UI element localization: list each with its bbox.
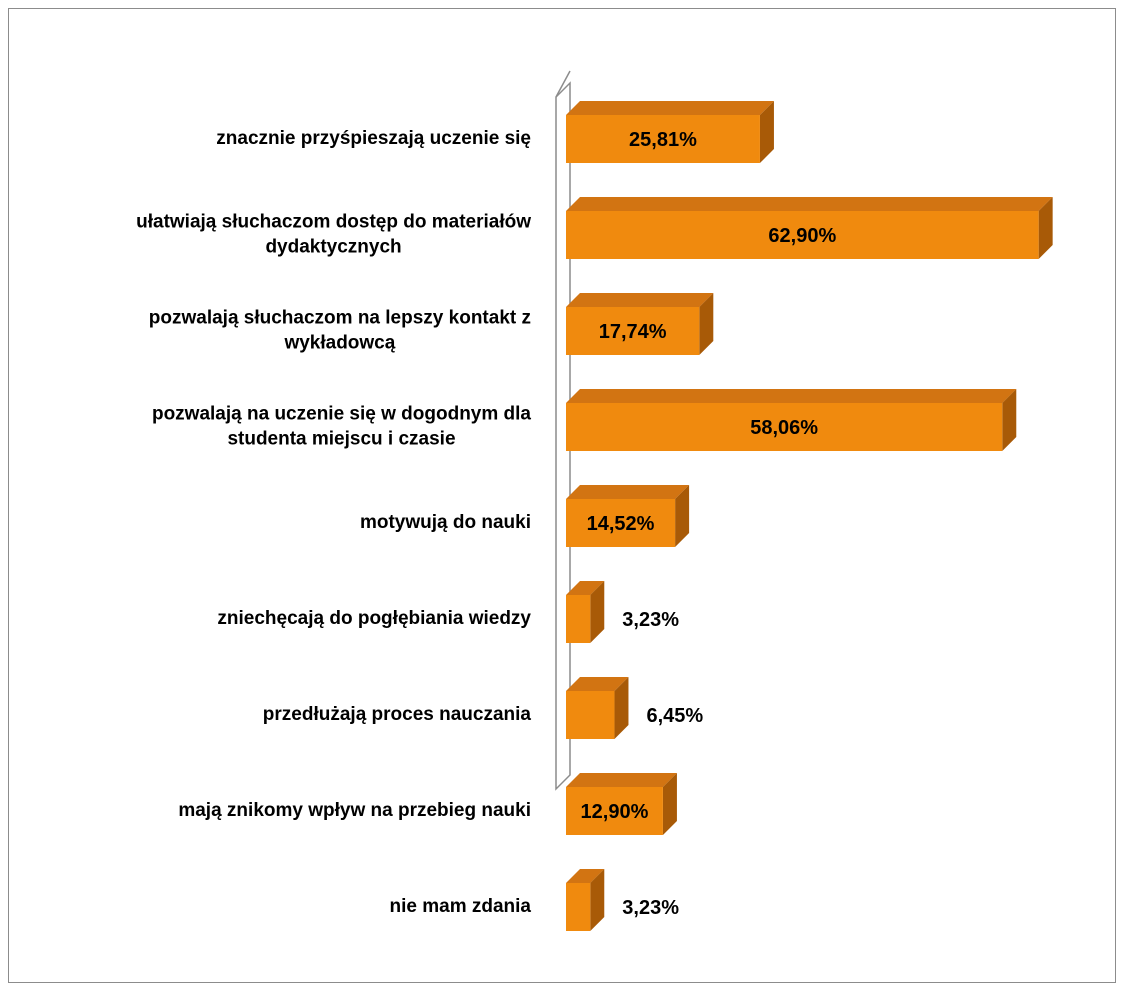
bar-front-face bbox=[566, 691, 615, 739]
bar-front-face bbox=[566, 307, 700, 355]
bar-3 bbox=[566, 293, 714, 355]
category-label: zniechęcają do pogłębiania wiedzy bbox=[217, 608, 531, 629]
bar-front-face bbox=[566, 211, 1039, 259]
bar-side-face bbox=[614, 677, 629, 739]
bar-front-face bbox=[566, 883, 591, 931]
bar-front-face bbox=[566, 595, 591, 643]
value-label: 17,74% bbox=[599, 321, 667, 343]
value-label: 3,23% bbox=[622, 609, 679, 631]
bar-5 bbox=[566, 485, 690, 547]
bar-front-face bbox=[566, 787, 663, 835]
value-label: 6,45% bbox=[646, 705, 703, 727]
value-label: 14,52% bbox=[587, 513, 655, 535]
chart-frame: znacznie przyśpieszają uczenie się ułatwi… bbox=[8, 8, 1116, 983]
bar-top-face bbox=[566, 773, 677, 787]
category-label-line: wykładowcą bbox=[283, 333, 395, 354]
bar-top-face bbox=[566, 581, 605, 595]
category-label-line: ułatwiają słuchaczom dostęp do materiałó… bbox=[136, 212, 531, 233]
category-label-line: pozwalają na uczenie się w dogodnym dla bbox=[152, 404, 531, 425]
bar-1 bbox=[566, 101, 774, 163]
bar-top-face bbox=[566, 197, 1053, 211]
bar-7 bbox=[566, 677, 629, 739]
bar-4 bbox=[566, 389, 1017, 451]
bar-side-face bbox=[675, 485, 690, 547]
bar-chart: znacznie przyśpieszają uczenie się ułatwi… bbox=[136, 70, 1053, 931]
bars bbox=[566, 101, 1053, 931]
category-label: przedłużają proces nauczania bbox=[263, 704, 532, 725]
category-label-line: dydaktycznych bbox=[265, 237, 401, 258]
bar-6 bbox=[566, 581, 605, 643]
bar-front-face bbox=[566, 115, 760, 163]
category-label: mają znikomy wpływ na przebieg nauki bbox=[178, 800, 531, 821]
bar-side-face bbox=[590, 869, 605, 931]
value-labels: 25,81% 62,90% 17,74% 58,06% 14,52% 3,23% 6,45%… bbox=[581, 129, 837, 919]
value-label: 62,90% bbox=[768, 225, 836, 247]
bar-side-face bbox=[590, 581, 605, 643]
bar-8 bbox=[566, 773, 677, 835]
bar-top-face bbox=[566, 293, 714, 307]
category-label: motywują do nauki bbox=[360, 512, 531, 533]
category-label: pozwalają słuchaczom na lepszy kontakt z… bbox=[149, 308, 531, 354]
category-label: pozwalają na uczenie się w dogodnym dla s… bbox=[152, 404, 531, 450]
bar-top-face bbox=[566, 389, 1017, 403]
value-label: 3,23% bbox=[622, 897, 679, 919]
bar-side-face bbox=[699, 293, 714, 355]
category-axis-wall bbox=[555, 81, 571, 791]
bar-top-face bbox=[566, 677, 629, 691]
category-label: ułatwiają słuchaczom dostęp do materiałó… bbox=[136, 212, 531, 258]
bar-2 bbox=[566, 197, 1053, 259]
category-label: znacznie przyśpieszają uczenie się bbox=[216, 128, 531, 149]
category-labels: znacznie przyśpieszają uczenie się ułatwi… bbox=[136, 128, 531, 917]
bar-side-face bbox=[759, 101, 774, 163]
bar-front-face bbox=[566, 499, 676, 547]
value-label: 12,90% bbox=[581, 801, 649, 823]
bar-top-face bbox=[566, 101, 774, 115]
value-label: 25,81% bbox=[629, 129, 697, 151]
axis-top-edge bbox=[555, 70, 571, 98]
category-label-line: pozwalają słuchaczom na lepszy kontakt z bbox=[149, 308, 531, 329]
category-label: nie mam zdania bbox=[390, 896, 532, 917]
category-label-line: studenta miejscu i czasie bbox=[227, 429, 455, 450]
category-axis bbox=[555, 70, 571, 791]
bar-side-face bbox=[1002, 389, 1017, 451]
bar-top-face bbox=[566, 485, 690, 499]
bar-front-face bbox=[566, 403, 1003, 451]
bar-top-face bbox=[566, 869, 605, 883]
bar-9 bbox=[566, 869, 605, 931]
bar-side-face bbox=[1038, 197, 1053, 259]
value-label: 58,06% bbox=[750, 417, 818, 439]
bar-side-face bbox=[662, 773, 677, 835]
